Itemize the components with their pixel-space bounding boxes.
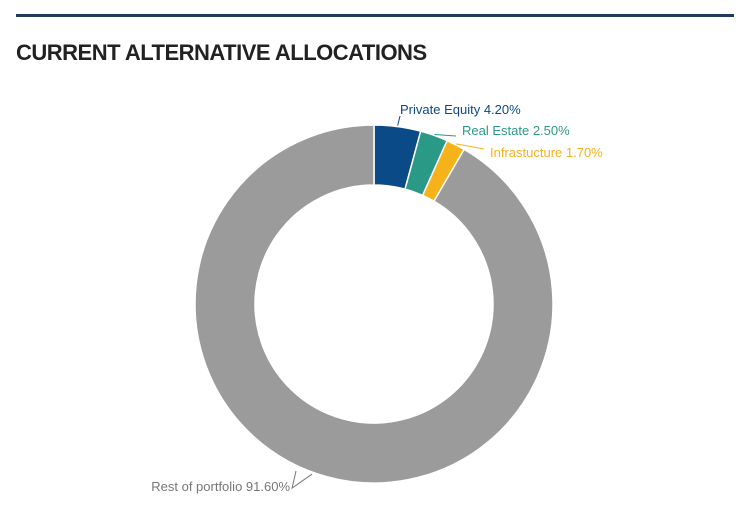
leader-line-infrastucture [456,143,485,150]
label-rest-of-portfolio: Rest of portfolio 91.60% [151,479,290,494]
label-private-equity: Private Equity 4.20% [400,102,521,117]
leader-line-rest-of-portfolio [291,470,313,490]
slice-rest-of-portfolio [194,124,554,484]
chart-title: CURRENT ALTERNATIVE ALLOCATIONS [16,40,427,65]
top-rule [16,14,734,17]
label-infrastucture: Infrastucture 1.70% [490,145,603,160]
leader-line-real-estate [434,133,457,137]
label-real-estate: Real Estate 2.50% [462,123,570,138]
leader-line-private-equity [397,115,401,126]
